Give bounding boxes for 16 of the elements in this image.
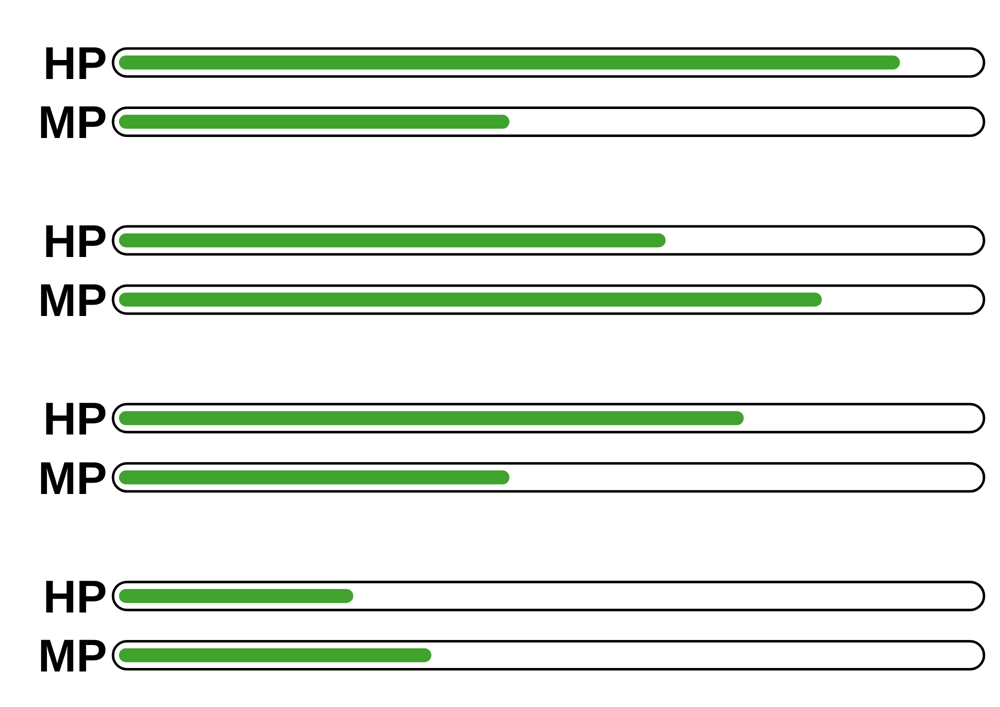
bar <box>119 233 666 248</box>
y-tick-label: MP <box>38 630 107 682</box>
y-tick-label: MP <box>38 96 107 148</box>
bar <box>119 411 744 426</box>
y-tick-label: MP <box>38 452 107 504</box>
y-tick-label: HP <box>43 214 107 267</box>
y-tick-label: HP <box>43 36 107 89</box>
bar <box>119 588 354 603</box>
bar <box>119 292 822 307</box>
bar <box>119 648 432 662</box>
bar <box>119 114 510 129</box>
y-tick-label: MP <box>38 274 107 326</box>
bar <box>119 56 900 70</box>
y-tick-label: HP <box>43 392 107 445</box>
y-tick-label: HP <box>43 570 107 622</box>
bar <box>119 470 510 484</box>
